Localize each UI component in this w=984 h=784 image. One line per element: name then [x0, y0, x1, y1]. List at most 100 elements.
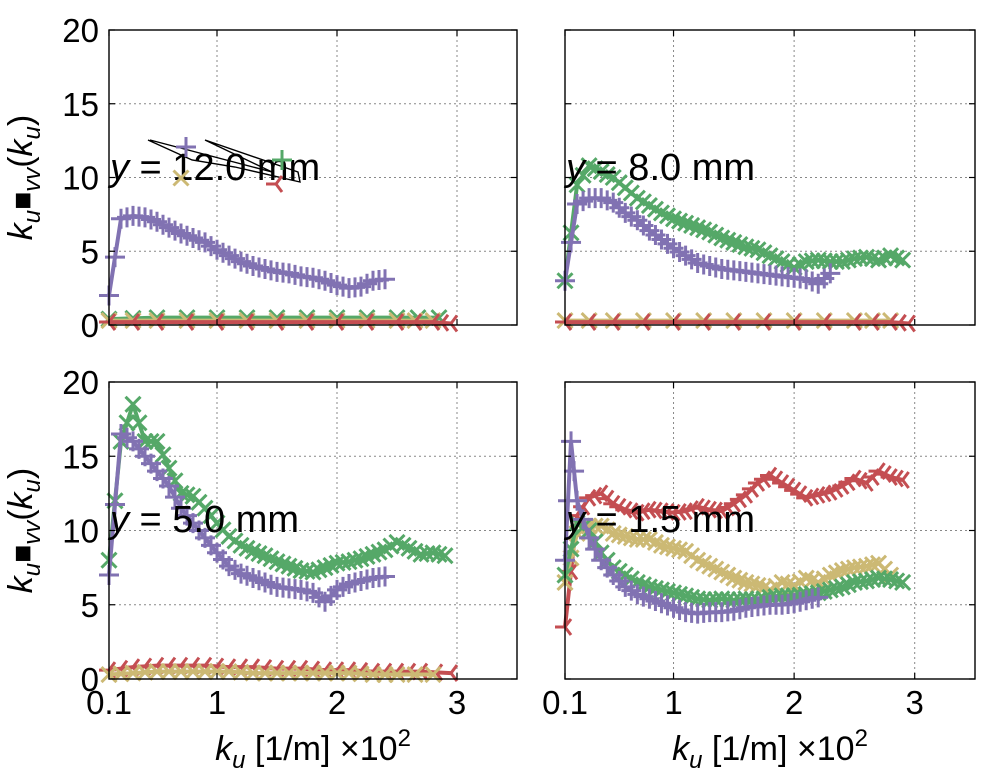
- data-point: [743, 239, 761, 257]
- data-point: [297, 313, 315, 331]
- data-point: [573, 509, 594, 530]
- y-tick-label: 20: [62, 364, 99, 401]
- x-tick-label: 2: [328, 684, 346, 721]
- x-axis-label: ku [1/m] ×102: [215, 725, 411, 774]
- data-point: [737, 238, 755, 256]
- panel-3: 0.1 1 2 3 0 5 10 15 20: [62, 364, 518, 721]
- y-tick-label: 15: [62, 86, 99, 123]
- data-point: [821, 581, 839, 599]
- series-purple: [555, 188, 841, 294]
- data-point: [327, 313, 345, 331]
- data-point: [753, 313, 772, 331]
- data-point: [784, 313, 802, 331]
- data-point: [892, 471, 910, 489]
- data-point: [634, 530, 652, 548]
- y-tick-label: 15: [62, 438, 99, 475]
- data-point: [346, 551, 364, 569]
- legend-marker-red: [266, 175, 284, 193]
- data-point: [693, 313, 711, 331]
- data-point: [664, 539, 683, 557]
- data-point: [237, 313, 255, 331]
- x-tick-label: 0.1: [86, 684, 132, 721]
- data-point: [658, 538, 677, 556]
- legend-marker-tan: [172, 169, 190, 187]
- data-point: [579, 527, 600, 548]
- data-point: [568, 176, 586, 194]
- data-point: [833, 253, 851, 271]
- panel-annotation: y = 5.0 mm: [107, 499, 299, 541]
- y-tick-label: 10: [62, 513, 99, 550]
- x-tick-label: 1: [664, 684, 682, 721]
- data-point: [814, 313, 832, 331]
- panel-annotation: y = 1.5 mm: [563, 499, 755, 541]
- y-axis-label-text: ku■vv(ku): [2, 115, 46, 241]
- data-point: [561, 232, 582, 253]
- data-point: [894, 573, 912, 592]
- legend-marker-purple: [176, 137, 196, 157]
- data-point: [574, 166, 592, 184]
- x-tick-label: 0.1: [542, 684, 588, 721]
- y-tick-label: 0: [81, 661, 99, 698]
- data-point: [585, 539, 606, 560]
- y-axis-label-text: ku■vv(ku): [2, 468, 46, 594]
- legend-frame: [147, 139, 301, 183]
- data-point: [820, 263, 841, 284]
- data-point: [663, 313, 681, 331]
- data-point: [862, 313, 880, 331]
- data-point: [124, 395, 142, 413]
- data-point: [898, 314, 916, 333]
- series-line: [107, 402, 446, 575]
- data-point: [441, 314, 459, 333]
- y-tick-label: 0: [81, 307, 99, 344]
- data-point: [154, 446, 172, 464]
- data-point: [357, 313, 375, 331]
- x-axis-label: ku [1/m] ×102: [672, 725, 868, 774]
- x-tick-label: 1: [208, 684, 226, 721]
- data-point: [555, 618, 573, 636]
- y-tick-label: 20: [62, 12, 99, 49]
- y-tick-label: 10: [62, 160, 99, 197]
- data-point: [894, 251, 912, 269]
- data-point: [436, 547, 454, 565]
- series-red: [99, 313, 459, 333]
- data-point: [616, 527, 634, 546]
- legend-marker-green: [272, 150, 292, 170]
- data-point: [130, 414, 148, 432]
- legend: [147, 137, 301, 193]
- y-axis-label: ku■vv(ku): [2, 115, 46, 241]
- x-tick-label: 3: [906, 684, 924, 721]
- data-point: [723, 313, 742, 331]
- data-point: [773, 573, 791, 592]
- y-tick-label: 5: [81, 587, 99, 624]
- data-point: [844, 313, 862, 331]
- series-green: [100, 395, 454, 581]
- data-point: [375, 566, 395, 587]
- data-point: [863, 556, 882, 574]
- series-red: [555, 462, 910, 636]
- data-point: [604, 524, 622, 543]
- data-point: [105, 247, 125, 268]
- data-point: [159, 475, 179, 496]
- y-axis-label: ku■vv(ku): [2, 468, 46, 594]
- data-point: [387, 313, 405, 331]
- series-green: [556, 157, 912, 290]
- data-point: [633, 313, 651, 331]
- data-point: [165, 487, 185, 508]
- data-point: [743, 575, 761, 593]
- data-point: [441, 664, 459, 682]
- data-point: [603, 313, 621, 331]
- data-point: [123, 313, 141, 331]
- data-point: [177, 313, 195, 331]
- data-point: [827, 579, 845, 597]
- data-point: [670, 541, 689, 559]
- panel-2: [555, 29, 976, 333]
- data-point: [564, 461, 585, 482]
- data-point: [405, 313, 423, 331]
- data-point: [267, 313, 285, 331]
- data-point: [430, 545, 448, 563]
- series-red: [555, 313, 916, 333]
- series-purple: [99, 205, 395, 306]
- data-point: [857, 248, 876, 266]
